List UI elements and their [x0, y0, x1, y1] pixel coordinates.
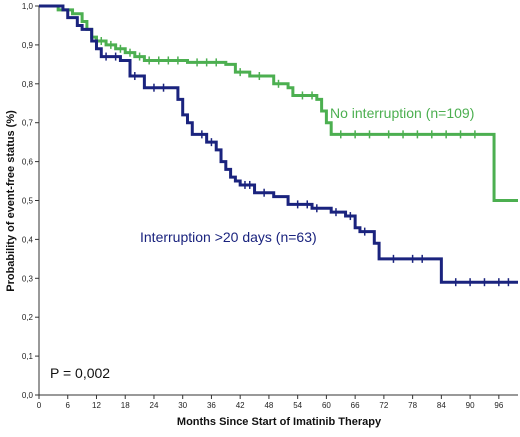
- x-tick-label: 30: [178, 401, 187, 410]
- y-tick-label: 0,8: [22, 80, 34, 89]
- survival-curve: [39, 4, 518, 202]
- y-tick-label: 0,0: [22, 391, 34, 400]
- series-label-interruption: Interruption >20 days (n=63): [140, 229, 317, 245]
- x-tick-label: 66: [351, 401, 360, 410]
- survival-curve: [39, 4, 518, 284]
- series-label-no-interruption: No interruption (n=109): [330, 105, 474, 121]
- x-tick-label: 0: [37, 401, 42, 410]
- y-tick-label: 0,6: [22, 158, 34, 167]
- series-1: [39, 4, 518, 287]
- p-value-annotation: P = 0,002: [50, 365, 110, 381]
- y-tick-label: 1,0: [22, 2, 34, 11]
- x-tick-label: 24: [150, 401, 159, 410]
- x-tick-label: 54: [293, 401, 302, 410]
- x-tick-label: 48: [264, 401, 273, 410]
- x-ticks: 0 6 12 18 24 30 36 42 48 54 60 66 72 78 84 90 96: [37, 395, 504, 410]
- series-0: [39, 4, 518, 202]
- y-ticks: 0,0 0,1 0,2 0,3 0,4 0,5 0,6 0,7 0,8 0,9 1,0: [22, 2, 39, 400]
- x-tick-label: 90: [466, 401, 475, 410]
- y-tick-label: 0,7: [22, 119, 34, 128]
- x-tick-label: 6: [66, 401, 71, 410]
- x-tick-label: 36: [207, 401, 216, 410]
- x-tick-label: 12: [92, 401, 101, 410]
- series-layer: [39, 4, 518, 287]
- y-tick-label: 0,1: [22, 352, 34, 361]
- x-axis-title: Months Since Start of Imatinib Therapy: [177, 416, 382, 428]
- y-axis-title: Probability of event-free status (%): [5, 110, 17, 292]
- x-tick-label: 42: [236, 401, 245, 410]
- x-tick-label: 96: [494, 401, 503, 410]
- y-tick-label: 0,5: [22, 197, 34, 206]
- y-tick-label: 0,4: [22, 235, 34, 244]
- x-tick-label: 60: [322, 401, 331, 410]
- y-tick-label: 0,2: [22, 313, 34, 322]
- x-tick-label: 78: [408, 401, 417, 410]
- y-tick-label: 0,3: [22, 274, 34, 283]
- axes: [38, 6, 518, 396]
- y-tick-label: 0,9: [22, 41, 34, 50]
- x-tick-label: 72: [379, 401, 388, 410]
- x-tick-label: 18: [121, 401, 130, 410]
- x-tick-label: 84: [437, 401, 446, 410]
